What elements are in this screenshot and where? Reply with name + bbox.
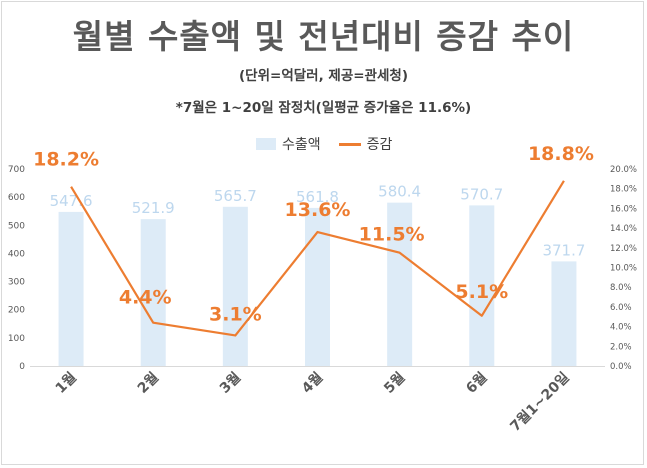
y-left-tick-label: 400	[8, 249, 25, 259]
chart-legend: 수출액 증감	[256, 134, 392, 154]
y-right-tick-label: 14.0%	[610, 224, 637, 234]
line-value-label: 4.4%	[119, 287, 172, 309]
x-category-label: 6월	[463, 369, 491, 397]
legend-bar-label: 수출액	[282, 137, 321, 153]
x-category-label: 3월	[216, 369, 244, 397]
y-left-tick-label: 700	[8, 165, 25, 175]
bar	[551, 261, 577, 366]
bar-value-label: 561.8	[296, 188, 339, 206]
bar-value-label: 547.6	[50, 192, 93, 210]
line-value-label: 18.2%	[33, 149, 99, 171]
y-right-tick-label: 12.0%	[610, 244, 637, 254]
y-left-tick-label: 100	[8, 334, 25, 344]
y-right-tick-label: 18.0%	[610, 185, 637, 195]
legend-line-label: 증감	[366, 137, 393, 153]
bar-value-label: 570.7	[460, 185, 503, 203]
chart-subtitle-unit: (단위=억달러, 제공=관세청)	[239, 68, 408, 84]
x-category-label: 5월	[380, 369, 408, 397]
line-value-label: 13.6%	[285, 199, 351, 221]
x-category-label: 2월	[134, 369, 162, 397]
line-value-label: 5.1%	[455, 281, 508, 303]
bar-value-label: 580.4	[378, 183, 421, 201]
bar-value-label: 521.9	[132, 199, 175, 217]
line-series	[70, 180, 565, 337]
y-right-tick-label: 4.0%	[610, 323, 632, 333]
y-right-tick-label: 10.0%	[610, 264, 637, 274]
x-category-label: 7월1~20일	[507, 369, 573, 435]
y-right-tick-label: 20.0%	[610, 165, 637, 175]
y-left-tick-label: 300	[8, 278, 25, 288]
x-category-label: 4월	[298, 369, 326, 397]
y-left-tick-label: 0	[19, 362, 25, 372]
bar	[58, 211, 84, 366]
legend-line-swatch	[338, 142, 361, 146]
bar	[469, 205, 495, 366]
line-value-label: 18.8%	[528, 143, 594, 165]
bar-value-label: 565.7	[214, 187, 257, 205]
y-right-tick-label: 2.0%	[610, 342, 632, 352]
y-left-tick-label: 500	[8, 221, 25, 231]
chart-title: 월별 수출액 및 전년대비 증감 추이	[72, 17, 575, 56]
chart-subtitle-note: *7월은 1~20일 잠정치(일평균 증가율은 11.6%)	[175, 100, 472, 116]
x-category-label: 1월	[52, 369, 80, 397]
line-value-label: 11.5%	[359, 224, 425, 246]
bar-value-label: 371.7	[542, 241, 585, 259]
y-right-tick-label: 16.0%	[610, 204, 637, 214]
bar	[387, 202, 413, 366]
y-right-tick-label: 8.0%	[610, 283, 632, 293]
line-value-label: 3.1%	[209, 303, 262, 325]
bar	[140, 219, 166, 366]
legend-bar-swatch	[256, 138, 276, 150]
y-right-tick-label: 6.0%	[610, 303, 632, 313]
y-left-tick-label: 200	[8, 306, 25, 316]
bar	[222, 206, 248, 366]
y-left-tick-label: 600	[8, 193, 25, 203]
y-right-tick-label: 0.0%	[610, 362, 632, 372]
